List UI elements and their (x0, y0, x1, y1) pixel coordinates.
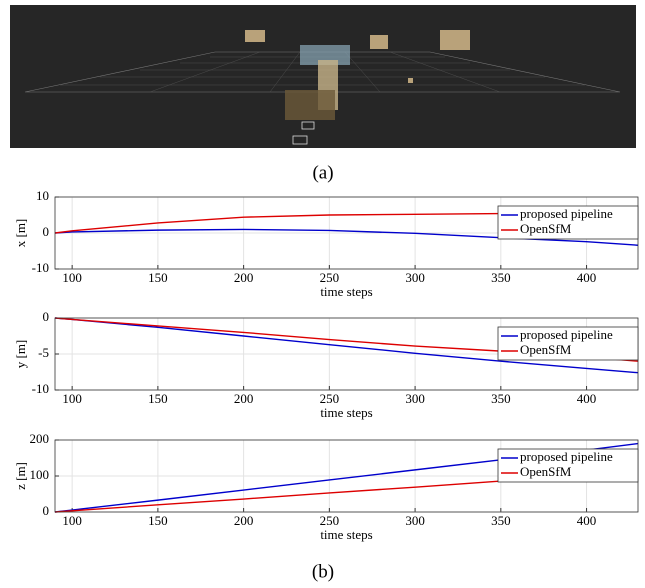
x-tick-label: 300 (405, 391, 425, 406)
y-axis-label: y [m] (13, 340, 28, 369)
x-tick-label: 150 (148, 391, 168, 406)
x-tick-label: 150 (148, 270, 168, 285)
x-tick-label: 150 (148, 513, 168, 528)
caption: (a) (312, 162, 333, 183)
y-tick-label: 0 (43, 503, 50, 518)
figure: (a) (b) 100 150 200 250 300 350 400 -10 0 10 time … (0, 0, 645, 588)
legend-label: proposed pipeline (520, 449, 613, 464)
y-axis-label: x [m] (13, 219, 28, 248)
y-tick-label: 0 (43, 309, 50, 324)
x-tick-label: 250 (320, 270, 340, 285)
y-axis-label: z [m] (13, 462, 28, 490)
y-tick-label: -10 (32, 260, 49, 275)
x-tick-label: 200 (234, 513, 254, 528)
legend-label: proposed pipeline (520, 206, 613, 221)
x-axis-label: time steps (320, 405, 372, 420)
y-tick-label: -5 (38, 345, 49, 360)
legend-label: OpenSfM (520, 342, 572, 357)
caption: (b) (312, 561, 334, 582)
x-tick-label: 100 (62, 270, 82, 285)
x-tick-label: 400 (577, 270, 597, 285)
x-tick-label: 350 (491, 391, 511, 406)
x-tick-label: 300 (405, 513, 425, 528)
x-axis-label: time steps (320, 284, 372, 299)
x-tick-label: 400 (577, 513, 597, 528)
x-tick-label: 250 (320, 513, 340, 528)
y-tick-label: 100 (30, 467, 50, 482)
legend-label: proposed pipeline (520, 327, 613, 342)
x-tick-label: 350 (491, 513, 511, 528)
x-tick-label: 400 (577, 391, 597, 406)
x-tick-label: 350 (491, 270, 511, 285)
point-cloud-image (10, 5, 636, 148)
legend-label: OpenSfM (520, 464, 572, 479)
y-tick-label: 200 (30, 431, 50, 446)
y-tick-label: 0 (43, 224, 50, 239)
legend-label: OpenSfM (520, 221, 572, 236)
y-tick-label: -10 (32, 381, 49, 396)
x-tick-label: 250 (320, 391, 340, 406)
x-tick-label: 200 (234, 270, 254, 285)
y-tick-label: 10 (36, 188, 49, 203)
x-tick-label: 100 (62, 513, 82, 528)
x-tick-label: 300 (405, 270, 425, 285)
x-tick-label: 100 (62, 391, 82, 406)
x-axis-label: time steps (320, 527, 372, 542)
x-tick-label: 200 (234, 391, 254, 406)
